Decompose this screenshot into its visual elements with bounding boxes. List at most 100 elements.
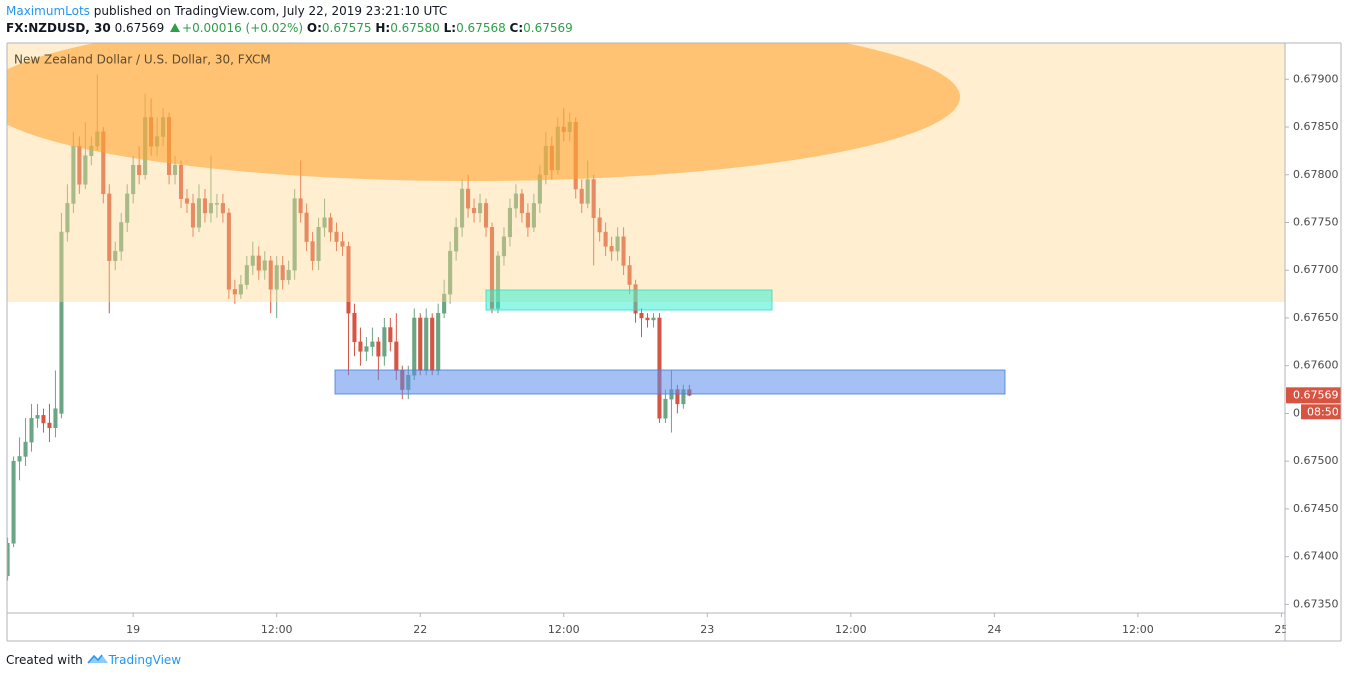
candle-body [29, 417, 34, 443]
candle-body [531, 203, 536, 228]
candle-body [190, 203, 196, 228]
price-axis-bg [1286, 0, 1348, 642]
cyan-box [485, 289, 773, 311]
y-tick-label: 0.67900 [1293, 72, 1339, 85]
candle-body [41, 415, 46, 424]
candle-body [388, 327, 393, 343]
candle-body [370, 341, 375, 347]
candle-body [173, 164, 178, 176]
candle-body [250, 255, 255, 266]
candle-body [460, 188, 465, 228]
candle-body [418, 317, 423, 371]
quote-line: FX:NZDUSD, 30 0.67569 +0.00016 (+0.02%) … [6, 21, 573, 35]
candle-body [651, 317, 656, 321]
x-axis: 19 12:00 22 12:00 23 12:00 24 12:00 25 [126, 613, 1288, 636]
candle-body [639, 312, 644, 319]
candle-body [238, 284, 243, 295]
quote-value: 0.67569 [523, 21, 573, 35]
quote-value: 0.67580 [390, 21, 440, 35]
quote-label: H: [375, 21, 391, 35]
candle-body [615, 236, 620, 252]
footer: Created with TradingView [6, 653, 181, 667]
candle-body [35, 415, 40, 419]
y-axis: 0.673500.674000.674500.675000.675500.676… [1285, 0, 1348, 642]
candle-body [430, 317, 435, 371]
candle-body [376, 341, 381, 357]
candle-body [119, 222, 124, 252]
y-tick-label: 0.67850 [1293, 120, 1339, 133]
created-with: Created with [6, 653, 83, 667]
x-tick-label: 19 [126, 623, 140, 636]
author[interactable]: MaximumLots [6, 4, 90, 18]
countdown: 08:50 [1307, 405, 1339, 418]
brand[interactable]: TradingView [108, 653, 182, 667]
candle-body [478, 203, 483, 214]
candle-body [184, 198, 190, 204]
candle-body [483, 203, 489, 228]
candle-body [424, 317, 429, 371]
candle-body [137, 164, 142, 176]
x-tick-label: 12:00 [1122, 623, 1154, 636]
candle-body [178, 164, 184, 199]
ohlc: O:0.67575 H:0.67580 L:0.67568 C:0.67569 [307, 21, 573, 35]
x-tick-label: 12:00 [548, 623, 580, 636]
candle-body [472, 207, 477, 214]
candle-body [645, 317, 650, 321]
quote-value: 0.67575 [321, 21, 372, 35]
y-tick-label: 0.67400 [1293, 550, 1339, 563]
candle-body [328, 217, 333, 233]
quote-label: C: [509, 21, 524, 35]
y-tick-label: 0.67450 [1293, 502, 1339, 515]
candle-body [208, 203, 213, 214]
up-arrow [170, 23, 181, 32]
candle-body [507, 207, 512, 238]
candle-body [412, 317, 417, 376]
candle-body [298, 198, 303, 214]
symbol: FX:NZDUSD, 30 [6, 21, 111, 35]
candle-body [442, 293, 447, 314]
candle-body [11, 460, 16, 544]
candle-body [346, 246, 351, 314]
price: 0.67569 [114, 21, 165, 35]
candle-body [214, 203, 219, 205]
candle-body [59, 231, 64, 414]
candle-body [316, 227, 321, 261]
blue-box [334, 369, 1006, 395]
quote-label: O: [306, 21, 322, 35]
candle-body [448, 250, 453, 295]
candle-body [47, 422, 52, 429]
candle-body [274, 265, 279, 290]
tv-logo [87, 654, 108, 664]
candle-body [196, 198, 202, 228]
publish-line: MaximumLots published on TradingView.com… [6, 4, 447, 18]
candle-body [454, 227, 459, 252]
candle-body [358, 341, 363, 352]
quote-value: 0.67568 [456, 21, 506, 35]
candle-body [627, 265, 632, 285]
ellipse-drawing [7, 43, 960, 181]
candle-body [657, 317, 662, 419]
candle-body [23, 441, 28, 457]
candle-body [226, 212, 231, 290]
candle-body [113, 250, 118, 261]
quote-label: L: [443, 21, 457, 35]
candle-body [125, 193, 130, 223]
candle-body [292, 198, 297, 271]
candle-body [609, 246, 614, 252]
candle-body [340, 241, 345, 247]
candle-body [262, 260, 267, 271]
candle-body [280, 265, 285, 281]
candle-body [621, 236, 626, 266]
candle-body [352, 312, 357, 343]
candle-body [65, 203, 70, 233]
y-tick-label: 0.67600 [1293, 359, 1339, 372]
candle-body [513, 193, 518, 209]
candle-body [220, 203, 225, 214]
candle-body [304, 212, 309, 242]
candle-body [232, 289, 237, 295]
x-tick-label: 12:00 [261, 623, 293, 636]
candle-body [382, 327, 387, 357]
chart-title: New Zealand Dollar / U.S. Dollar, 30, FX… [14, 53, 271, 67]
y-tick-label: 0.67350 [1293, 597, 1339, 610]
